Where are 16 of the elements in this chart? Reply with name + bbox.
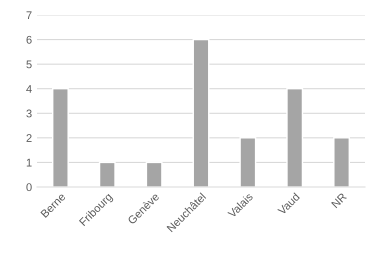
bar [239,137,256,187]
bar [52,88,69,187]
bar [192,38,210,187]
bar [98,162,116,187]
y-tick-label: 2 [26,134,32,142]
y-tick-label: 5 [26,60,32,68]
bar [333,137,350,187]
y-tick-label: 1 [26,158,32,166]
y-tick-label: 4 [26,85,32,93]
y-tick-label: 3 [26,110,32,118]
bar [146,162,163,187]
bar [286,88,304,187]
y-tick-label: 6 [26,36,32,44]
y-tick-label: 7 [26,11,32,20]
x-tick-label: NR [331,192,347,208]
y-tick-label: 0 [26,183,32,192]
